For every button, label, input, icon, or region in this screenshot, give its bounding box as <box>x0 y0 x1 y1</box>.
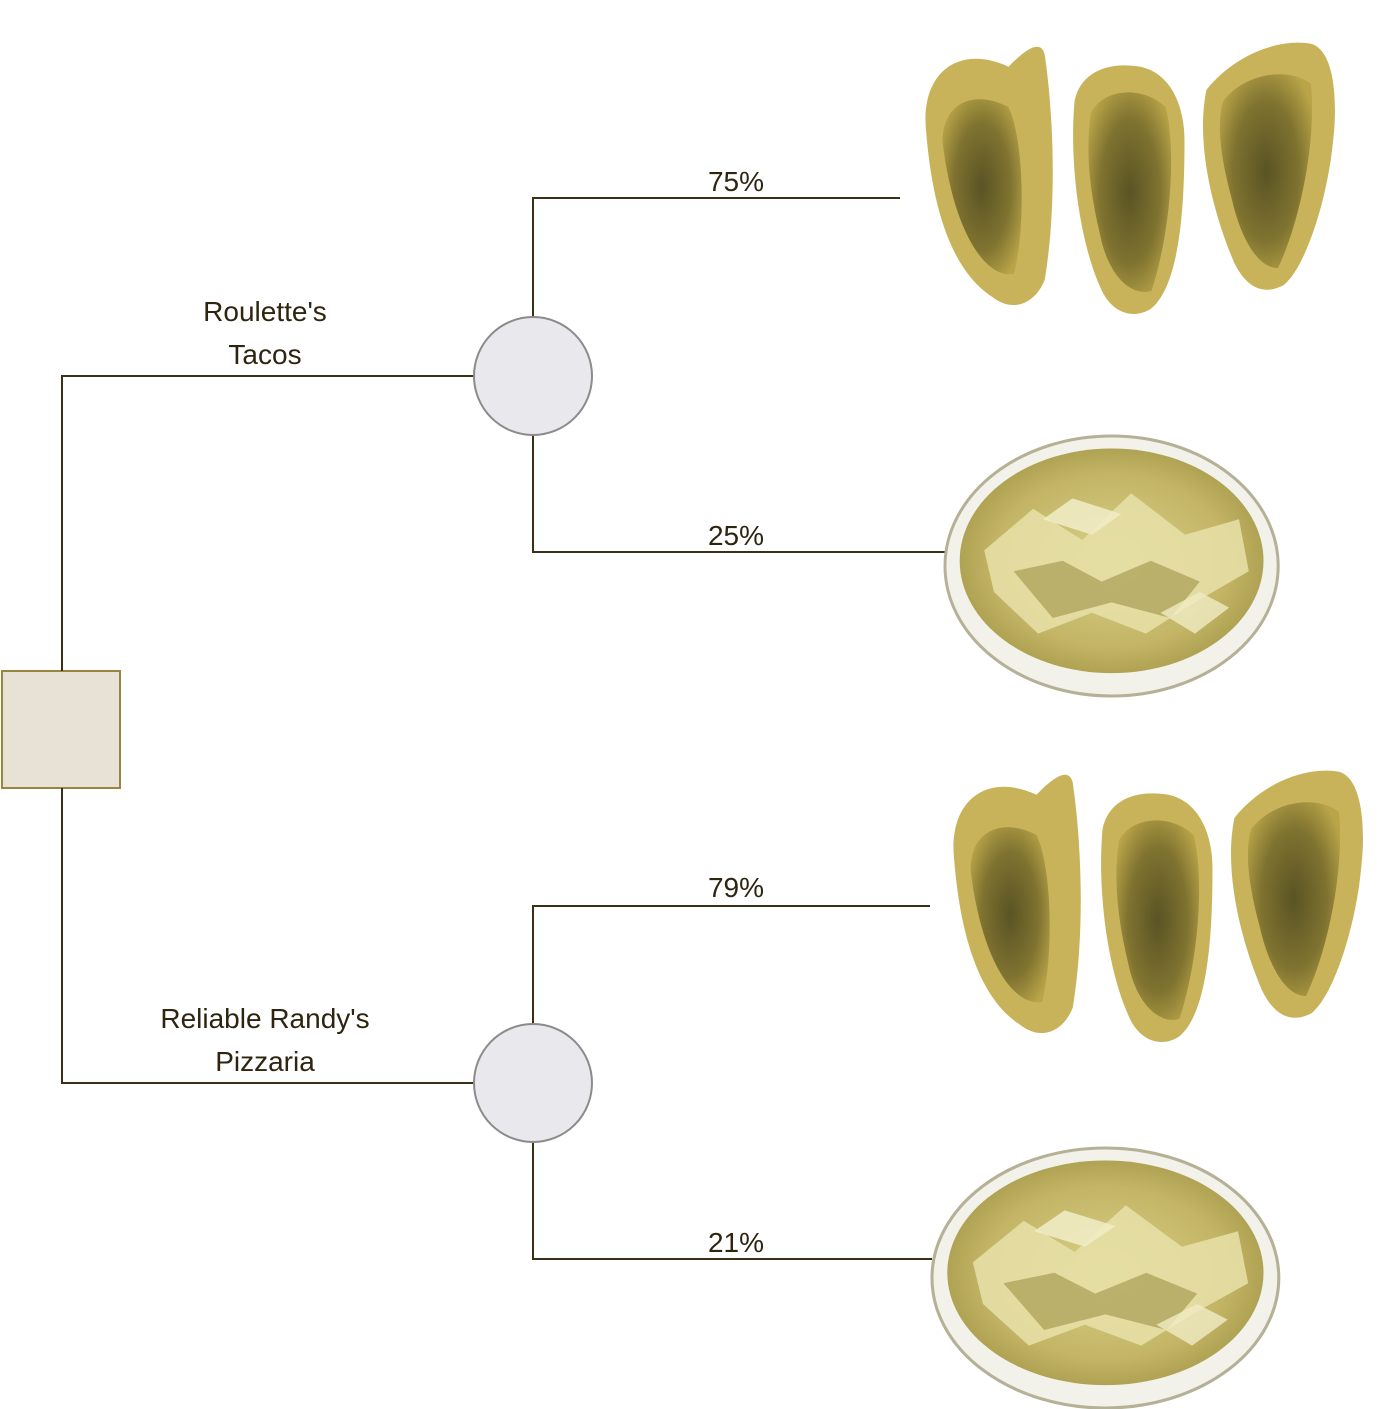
option-1-outcome-2-probability: 25% <box>708 520 764 551</box>
salad-bowl-icon <box>930 1146 1281 1409</box>
option-1-outcome-1-probability: 75% <box>708 166 764 197</box>
option-2-outcome-2-probability: 21% <box>708 1227 764 1258</box>
tacos-icon <box>953 770 1363 1042</box>
option-2-label-line2: Pizzaria <box>215 1046 315 1077</box>
edge-option-2-outcome-2 <box>532 1142 932 1260</box>
edge-root-to-option-2 <box>61 788 474 1084</box>
option-2-outcome-1-probability: 79% <box>708 872 764 903</box>
option-2-label-line1: Reliable Randy's <box>160 1003 369 1034</box>
decision-node <box>1 670 121 789</box>
chance-node-option-1 <box>473 316 593 436</box>
chance-node-option-2 <box>473 1023 593 1143</box>
option-1-label-line2: Tacos <box>228 339 301 370</box>
salad-bowl-icon <box>943 434 1280 698</box>
edge-option-1-outcome-1 <box>532 197 900 317</box>
option-1-label-line1: Roulette's <box>203 296 327 327</box>
edge-option-2-outcome-1 <box>532 905 930 1024</box>
tacos-icon <box>925 42 1335 315</box>
edge-option-1-outcome-2 <box>532 435 945 553</box>
edge-root-to-option-1 <box>61 375 474 671</box>
